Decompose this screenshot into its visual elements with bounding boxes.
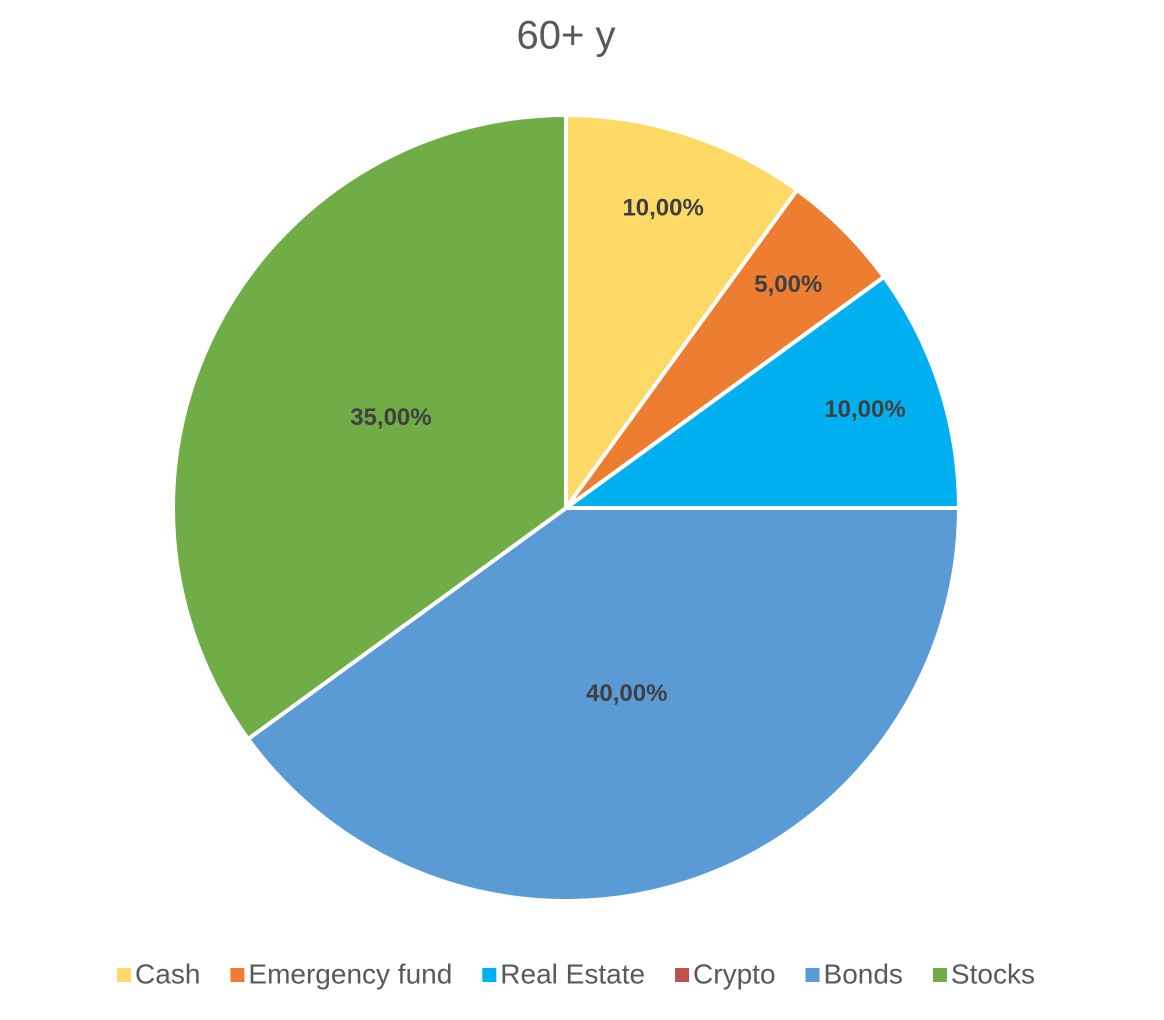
data-label: 10,00% bbox=[622, 194, 703, 221]
legend-swatch bbox=[805, 968, 820, 982]
legend-swatch bbox=[932, 968, 947, 982]
legend-label: Stocks bbox=[951, 958, 1035, 989]
pie-slice bbox=[246, 506, 961, 903]
legend-label: Bonds bbox=[824, 958, 903, 989]
legend-swatch bbox=[482, 968, 497, 982]
legend-label: Emergency fund bbox=[248, 958, 452, 989]
data-label: 5,00% bbox=[754, 271, 822, 298]
legend-label: Cash bbox=[135, 958, 200, 989]
legend-label: Crypto bbox=[693, 958, 775, 989]
legend-swatch bbox=[117, 968, 132, 982]
data-label: 40,00% bbox=[586, 680, 667, 707]
legend-swatch bbox=[230, 968, 245, 982]
pie-slice bbox=[564, 275, 961, 510]
legend-swatch bbox=[675, 968, 690, 982]
pie-slice bbox=[564, 113, 799, 510]
data-label: 10,00% bbox=[824, 396, 905, 423]
chart-title: 60+ y bbox=[517, 14, 616, 58]
legend-label: Real Estate bbox=[500, 958, 645, 989]
pie-slice bbox=[171, 113, 568, 741]
data-label: 35,00% bbox=[350, 404, 431, 431]
